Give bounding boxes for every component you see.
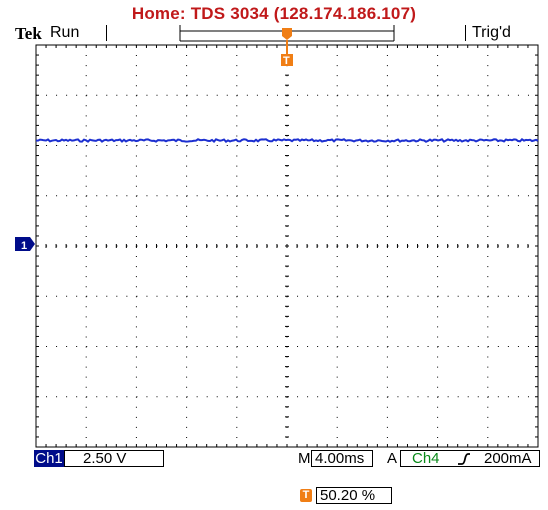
trigger-marker-label: T <box>283 55 290 67</box>
run-status: Run <box>50 24 80 41</box>
tek-logo: Tek <box>15 24 42 43</box>
trigger-position-value: 50.20 % <box>320 487 376 504</box>
timebase-value: 4.00ms <box>315 450 365 467</box>
timebase-prefix: M <box>298 450 311 467</box>
ch1-ground-marker[interactable]: 1 <box>15 237 35 252</box>
timebase-readout[interactable]: 4.00ms <box>311 450 373 467</box>
trigger-position-marker[interactable]: T <box>281 28 293 67</box>
header-divider-right <box>465 25 466 41</box>
trigger-mode: A <box>387 450 398 467</box>
ch1-marker-label: 1 <box>21 240 27 252</box>
header-divider-left <box>106 25 107 41</box>
window-title: Home: TDS 3034 (128.174.186.107) <box>131 4 417 23</box>
ch1-waveform <box>35 138 539 144</box>
ch1-scale-readout[interactable]: 2.50 V <box>64 450 164 467</box>
graticule <box>35 44 539 448</box>
ch1-trace <box>35 138 539 144</box>
trigger-source: Ch4 <box>412 450 440 467</box>
ch1-scale-value: 2.50 V <box>83 450 127 467</box>
trigger-readout[interactable]: Ch4 200mA <box>400 450 540 467</box>
trigger-status: Trig'd <box>472 24 511 41</box>
trigger-position-readout[interactable]: 50.20 % <box>316 487 392 504</box>
trigger-position-icon: T <box>300 489 312 502</box>
ch1-label[interactable]: Ch1 <box>34 450 64 467</box>
trigger-level: 200mA <box>484 450 532 467</box>
rising-edge-icon <box>458 453 470 465</box>
